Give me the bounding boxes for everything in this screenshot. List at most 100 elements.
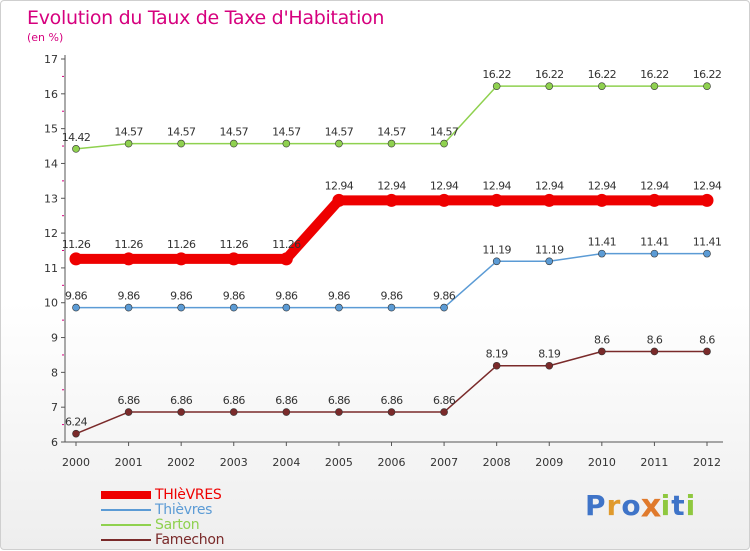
x-tick-label: 2010 xyxy=(588,456,616,469)
data-point xyxy=(492,361,501,370)
data-point xyxy=(177,303,185,312)
data-label: 14.57 xyxy=(272,126,301,139)
data-point xyxy=(437,193,451,207)
y-tick-label: 11 xyxy=(44,262,58,275)
y-tick-label: 15 xyxy=(44,123,58,136)
data-point xyxy=(542,193,556,207)
data-label: 12.94 xyxy=(377,179,406,192)
data-point xyxy=(545,361,554,370)
data-label: 6.86 xyxy=(380,394,403,407)
data-label: 16.22 xyxy=(482,68,511,81)
data-label: 8.6 xyxy=(647,333,663,346)
data-point xyxy=(595,193,609,207)
x-tick-label: 2002 xyxy=(167,456,195,469)
data-point xyxy=(72,145,80,153)
data-label: 9.86 xyxy=(328,290,351,303)
y-tick-label: 9 xyxy=(51,332,58,345)
data-point xyxy=(440,408,448,416)
data-point xyxy=(282,408,291,416)
data-point xyxy=(387,139,396,148)
data-point xyxy=(703,249,711,258)
data-label: 9.86 xyxy=(223,290,246,303)
x-tick-label: 2011 xyxy=(640,456,668,469)
data-label: 14.57 xyxy=(167,126,196,139)
chart-subtitle: (en %) xyxy=(27,31,64,44)
logo-letter: P xyxy=(585,489,607,522)
legend-label: THIèVRES xyxy=(155,487,222,503)
y-tick-label: 14 xyxy=(44,157,58,170)
data-label: 9.86 xyxy=(433,290,456,303)
x-tick-label: 2008 xyxy=(483,456,511,469)
legend-swatch xyxy=(101,491,151,499)
data-point xyxy=(440,139,448,148)
x-tick-label: 2006 xyxy=(378,456,406,469)
data-point xyxy=(124,408,133,416)
data-label: 9.86 xyxy=(170,290,193,303)
data-label: 12.94 xyxy=(430,179,459,192)
legend-label: Famechon xyxy=(155,532,225,548)
y-tick-label: 16 xyxy=(44,88,58,101)
data-label: 8.19 xyxy=(486,348,509,361)
y-tick-label: 17 xyxy=(44,53,58,66)
data-label: 6.86 xyxy=(433,394,456,407)
data-label: 11.26 xyxy=(220,238,249,251)
proxiti-logo: Proxiti xyxy=(585,486,697,525)
data-point xyxy=(282,139,291,148)
data-label: 14.57 xyxy=(377,126,406,139)
data-label: 11.26 xyxy=(114,238,143,251)
data-label: 9.86 xyxy=(380,290,403,303)
chart-title: Evolution du Taux de Taxe d'Habitation xyxy=(27,7,385,29)
data-point xyxy=(124,139,133,148)
y-tick-label: 7 xyxy=(51,401,58,414)
data-label: 9.86 xyxy=(65,290,88,303)
data-label: 11.19 xyxy=(535,243,564,256)
data-point xyxy=(282,303,291,312)
data-point xyxy=(387,303,396,312)
y-tick-label: 6 xyxy=(51,436,58,449)
data-point xyxy=(598,249,606,258)
data-point xyxy=(647,193,661,207)
logo-letter: i xyxy=(685,489,697,522)
data-label: 12.94 xyxy=(640,179,669,192)
x-tick-label: 2009 xyxy=(535,456,563,469)
data-point xyxy=(440,303,448,312)
data-label: 6.86 xyxy=(118,394,141,407)
y-tick-label: 8 xyxy=(51,366,58,379)
data-point xyxy=(703,82,711,90)
data-label: 11.26 xyxy=(272,238,301,251)
data-label: 12.94 xyxy=(535,179,564,192)
x-tick-label: 2000 xyxy=(62,456,90,469)
data-label: 8.19 xyxy=(538,348,561,361)
logo-letter: i xyxy=(660,489,672,522)
data-point xyxy=(124,303,133,312)
data-point xyxy=(650,82,659,90)
data-label: 6.24 xyxy=(65,416,88,429)
data-point xyxy=(177,408,185,416)
legend-swatch xyxy=(101,539,151,541)
data-label: 9.86 xyxy=(275,290,298,303)
data-point xyxy=(335,408,343,416)
data-label: 16.22 xyxy=(640,68,669,81)
data-label: 12.94 xyxy=(693,179,722,192)
data-point xyxy=(492,257,501,266)
logo-letter: x xyxy=(640,486,663,525)
data-point xyxy=(335,139,343,148)
data-point xyxy=(72,429,80,438)
data-point xyxy=(545,257,554,266)
data-point xyxy=(545,82,554,90)
data-label: 14.57 xyxy=(114,126,143,139)
x-tick-label: 2005 xyxy=(325,456,353,469)
data-label: 11.19 xyxy=(482,243,511,256)
data-point xyxy=(177,139,185,148)
data-point xyxy=(385,193,398,207)
data-label: 16.22 xyxy=(535,68,564,81)
series-line-sarton xyxy=(75,85,708,150)
data-point xyxy=(700,193,714,207)
data-point xyxy=(279,252,293,266)
data-point xyxy=(598,347,606,356)
logo-letter: r xyxy=(606,489,622,522)
data-point xyxy=(227,252,241,266)
data-point xyxy=(650,249,659,258)
data-label: 12.94 xyxy=(588,179,617,192)
